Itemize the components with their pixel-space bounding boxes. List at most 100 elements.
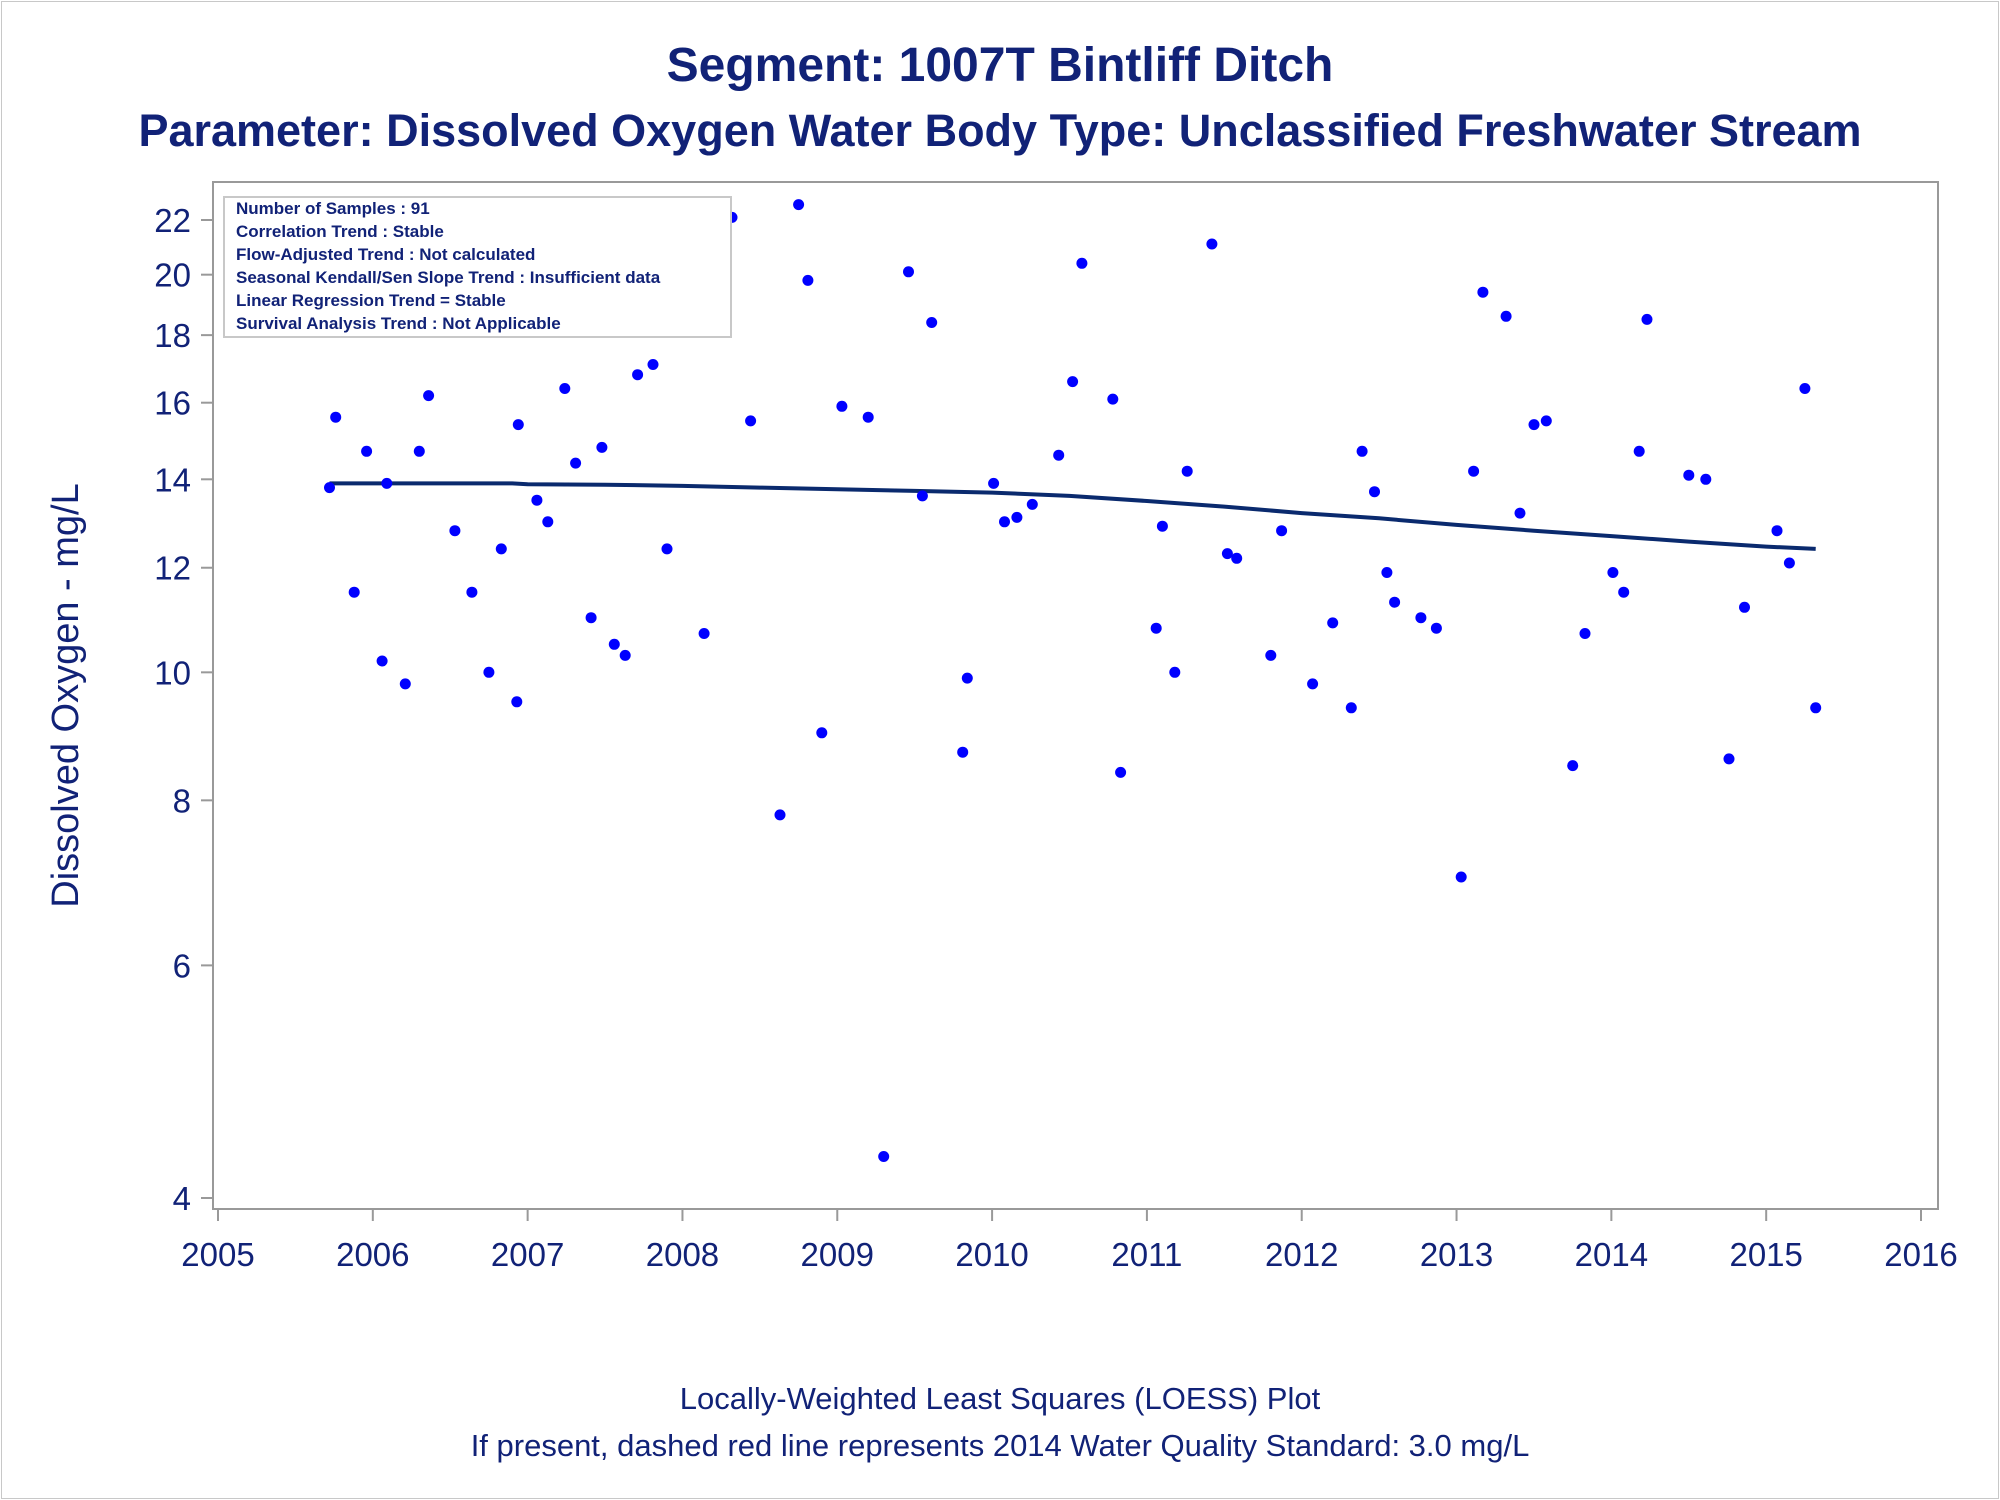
data-point <box>661 543 673 555</box>
data-point <box>1221 548 1233 560</box>
data-point <box>348 586 360 598</box>
y-tick-label-14: 14 <box>154 461 191 498</box>
data-point <box>1206 238 1218 250</box>
x-tick-label-2014: 2014 <box>1575 1236 1648 1273</box>
x-tick-label-2016: 2016 <box>1884 1236 1957 1273</box>
y-tick-label-10: 10 <box>154 654 191 691</box>
y-tick-label-6: 6 <box>173 947 191 984</box>
data-point <box>1540 415 1552 427</box>
data-point <box>512 419 524 431</box>
data-point <box>1430 622 1442 634</box>
data-point <box>1641 313 1653 325</box>
data-point <box>1345 702 1357 714</box>
y-tick-label-8: 8 <box>173 782 191 819</box>
data-point <box>1500 310 1512 322</box>
x-axis: 2005 2006 2007 2008 2009 2010 2011 2012 2013 2014… <box>181 1209 1958 1273</box>
x-tick-label-2008: 2008 <box>646 1236 719 1273</box>
data-point <box>1771 525 1783 537</box>
data-point <box>399 678 411 690</box>
stats-box-frame <box>223 196 732 338</box>
chart-title: Segment: 1007T Bintliff Ditch <box>666 39 1334 92</box>
data-point <box>1618 586 1630 598</box>
data-point <box>1115 766 1127 778</box>
x-tick-label-2013: 2013 <box>1420 1236 1493 1273</box>
data-point <box>361 445 373 457</box>
data-point <box>1415 612 1427 624</box>
data-point <box>466 586 478 598</box>
x-tick-label-2011: 2011 <box>1111 1236 1182 1273</box>
data-point <box>1799 383 1811 394</box>
data-point <box>916 490 928 502</box>
x-tick-label-2010: 2010 <box>955 1236 1028 1273</box>
data-point <box>698 628 710 639</box>
data-point <box>559 383 571 394</box>
data-point <box>1231 552 1243 564</box>
data-point <box>1276 525 1288 537</box>
y-tick-label-16: 16 <box>154 385 191 422</box>
data-point <box>903 266 914 278</box>
data-point <box>1356 445 1368 457</box>
data-point <box>774 809 786 821</box>
data-point <box>1477 286 1489 298</box>
data-point <box>1455 871 1467 883</box>
stats-line: Survival Analysis Trend : Not Applicable <box>236 314 561 333</box>
data-point <box>793 199 805 211</box>
data-point <box>1700 473 1712 485</box>
data-point <box>1607 567 1619 578</box>
data-point <box>745 415 757 427</box>
loess-line <box>329 481 1816 551</box>
stats-box: Number of Samples : 91 Correlation Trend … <box>223 196 732 338</box>
x-tick-label-2005: 2005 <box>181 1236 254 1273</box>
data-point <box>542 516 554 528</box>
data-point <box>1026 498 1038 510</box>
data-point <box>1810 702 1822 714</box>
data-point <box>619 649 631 661</box>
y-tick-label-22: 22 <box>154 202 191 239</box>
data-point <box>1076 257 1088 269</box>
data-point <box>961 672 973 684</box>
data-point <box>1468 465 1480 477</box>
data-point <box>1307 678 1319 690</box>
data-point <box>1389 596 1401 608</box>
data-point <box>1107 393 1119 405</box>
data-point <box>531 494 543 506</box>
data-point <box>1156 520 1168 532</box>
data-point <box>1528 419 1540 431</box>
data-point <box>1011 511 1023 523</box>
footnote-standard: If present, dashed red line represents 2… <box>470 1428 1530 1463</box>
stats-line: Flow-Adjusted Trend : Not calculated <box>236 245 535 264</box>
data-point <box>999 516 1010 528</box>
data-point <box>836 400 848 412</box>
data-point <box>1067 376 1079 388</box>
data-point <box>449 525 461 537</box>
data-point <box>1579 628 1591 639</box>
data-point <box>330 411 342 423</box>
data-point <box>926 317 938 328</box>
y-axis: 4 6 8 10 12 14 16 18 20 22 <box>154 202 213 1217</box>
data-point <box>988 477 1000 489</box>
data-point <box>1783 557 1795 569</box>
data-point <box>376 655 388 667</box>
data-point <box>495 543 507 555</box>
data-point <box>1369 486 1380 498</box>
stats-line: Linear Regression Trend = Stable <box>236 291 506 310</box>
data-point <box>381 477 393 489</box>
data-point <box>1327 617 1339 629</box>
data-point <box>585 612 597 624</box>
data-point <box>423 390 435 402</box>
footnote-loess: Locally-Weighted Least Squares (LOESS) P… <box>679 1381 1321 1416</box>
data-point <box>1053 449 1065 461</box>
y-tick-label-4: 4 <box>173 1180 191 1217</box>
data-point <box>570 457 582 469</box>
x-tick-label-2015: 2015 <box>1729 1236 1802 1273</box>
data-point <box>1514 507 1526 519</box>
data-point <box>1567 760 1579 772</box>
data-point <box>511 696 523 708</box>
data-point <box>596 441 608 453</box>
data-point <box>483 666 495 678</box>
data-point <box>1150 622 1162 634</box>
data-point <box>608 638 620 650</box>
stats-line: Seasonal Kendall/Sen Slope Trend : Insuf… <box>236 268 661 287</box>
data-point <box>1265 649 1277 661</box>
